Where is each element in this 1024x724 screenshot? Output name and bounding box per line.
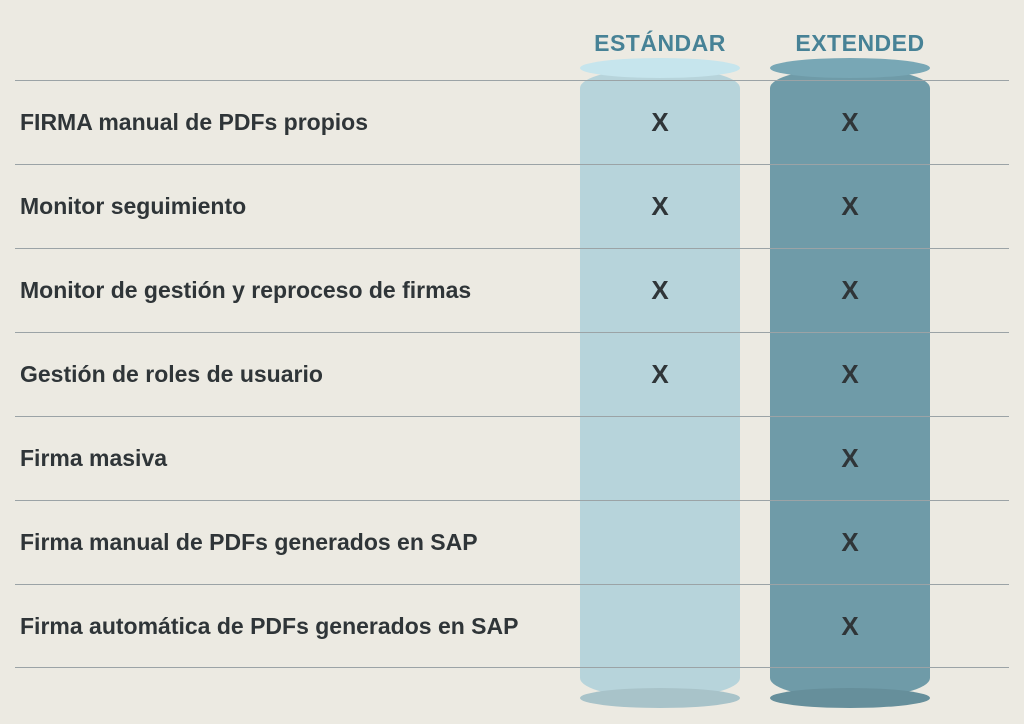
- feature-row: Monitor seguimiento XX: [15, 164, 1009, 248]
- feature-row: Firma masiva X: [15, 416, 1009, 500]
- cell-extended: X: [770, 527, 930, 558]
- cell-standard: X: [580, 359, 740, 390]
- feature-row: FIRMA manual de PDFs propios XX: [15, 80, 1009, 164]
- feature-row: Firma manual de PDFs generados en SAP X: [15, 500, 1009, 584]
- comparison-chart: ESTÁNDAR EXTENDED FIRMA manual de PDFs p…: [0, 0, 1024, 724]
- cell-extended: X: [770, 611, 930, 642]
- feature-label: Monitor de gestión y reproceso de firmas: [15, 277, 565, 304]
- cell-standard: X: [580, 191, 740, 222]
- header-row: ESTÁNDAR EXTENDED: [0, 30, 1024, 70]
- cell-extended: X: [770, 359, 930, 390]
- feature-row: Monitor de gestión y reproceso de firmas…: [15, 248, 1009, 332]
- header-extended: EXTENDED: [770, 30, 950, 57]
- feature-label: Monitor seguimiento: [15, 193, 565, 220]
- feature-row: Gestión de roles de usuario XX: [15, 332, 1009, 416]
- cell-extended: X: [770, 191, 930, 222]
- feature-label: Firma automática de PDFs generados en SA…: [15, 613, 565, 640]
- header-standard: ESTÁNDAR: [580, 30, 740, 57]
- feature-label: Gestión de roles de usuario: [15, 361, 565, 388]
- cell-extended: X: [770, 107, 930, 138]
- cell-extended: X: [770, 443, 930, 474]
- feature-row: Firma automática de PDFs generados en SA…: [15, 584, 1009, 668]
- cell-extended: X: [770, 275, 930, 306]
- feature-label: Firma masiva: [15, 445, 565, 472]
- cell-standard: X: [580, 107, 740, 138]
- rows-container: FIRMA manual de PDFs propiosXXMonitor se…: [15, 80, 1009, 668]
- cell-standard: X: [580, 275, 740, 306]
- feature-label: FIRMA manual de PDFs propios: [15, 109, 565, 136]
- feature-label: Firma manual de PDFs generados en SAP: [15, 529, 565, 556]
